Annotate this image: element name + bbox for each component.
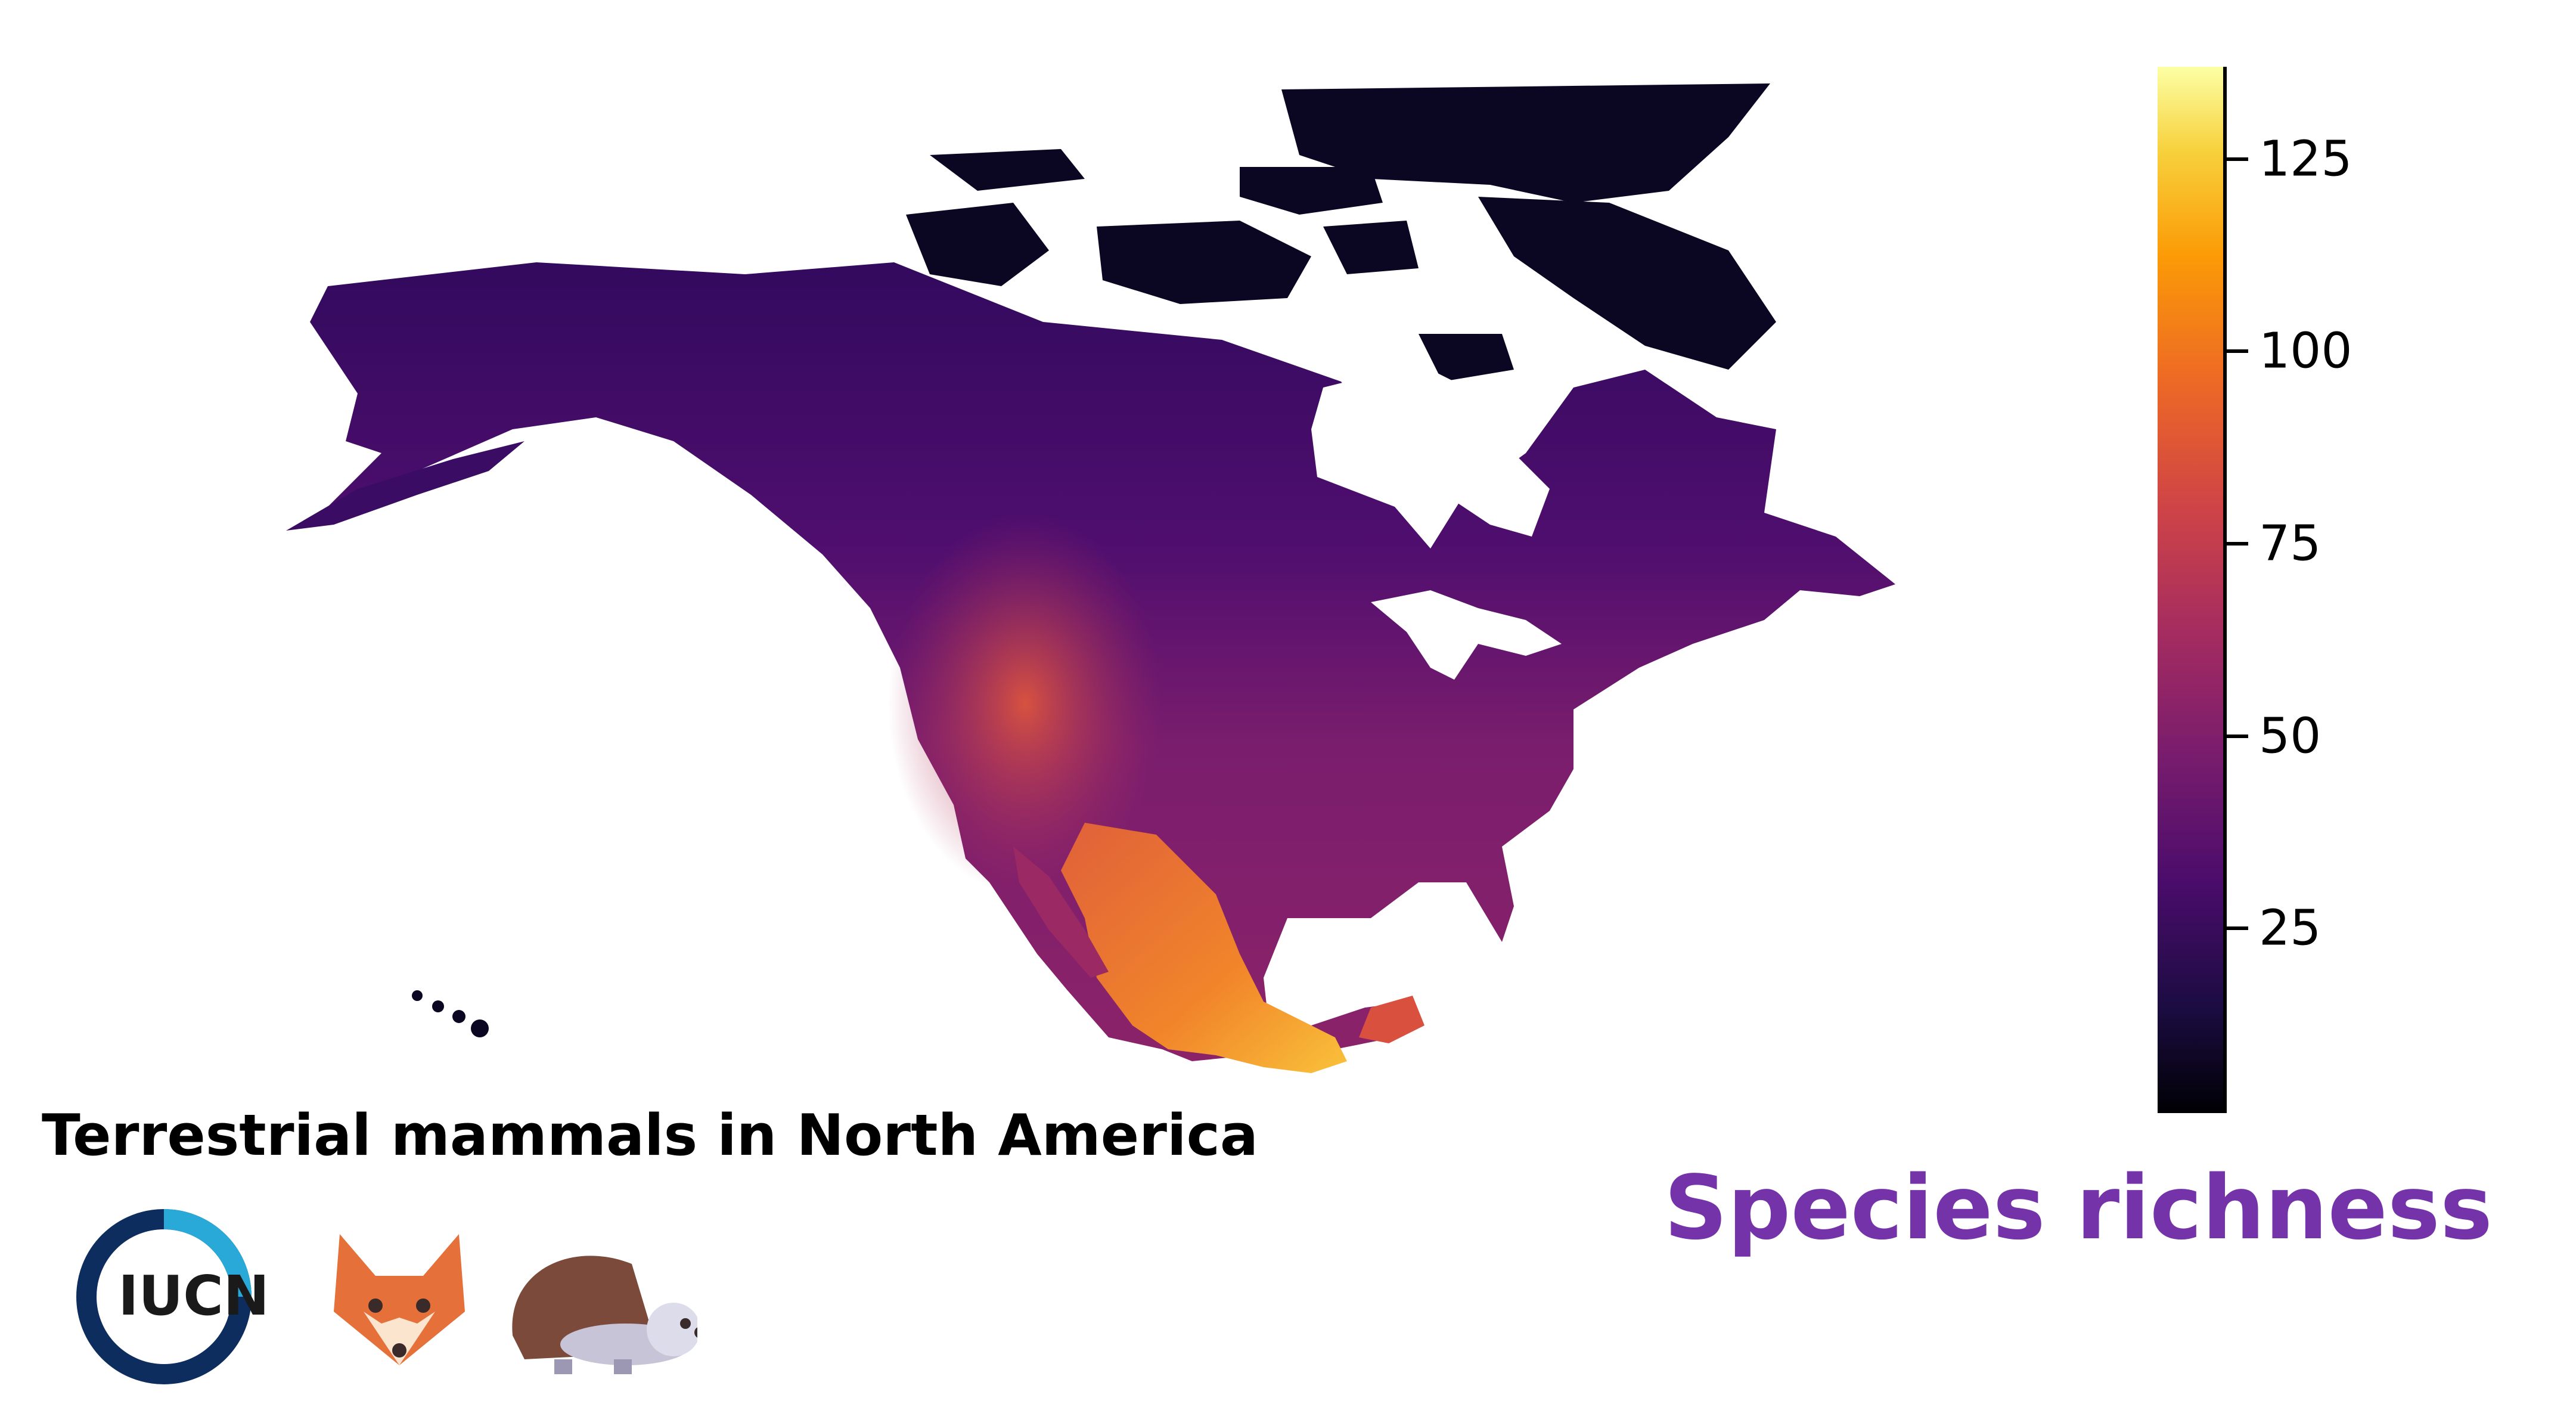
colorbar-tick-label: 50 [2259,708,2321,765]
west-hotspot [888,513,1162,894]
colorbar-tick-label: 75 [2259,515,2321,572]
great-lakes [1371,590,1562,680]
hudson-bay [1311,364,1550,537]
southampton-island [1419,334,1514,382]
colorbar-tick [2227,926,2248,931]
colorbar-tick [2227,157,2248,161]
banks-island [906,203,1049,286]
yucatan [1359,996,1424,1043]
alaska-peninsula [286,441,524,531]
colorbar [2158,67,2223,1113]
devon-island [1240,167,1383,215]
baffin-island [1478,197,1776,370]
colorbar-axis [2223,67,2227,1113]
colorbar-tick-label: 125 [2259,131,2352,188]
mexico-hotspot [1061,823,1347,1073]
parry-islands [930,149,1085,191]
logo-row: IUCN [72,1198,706,1395]
victoria-island [1097,221,1311,304]
colorbar-tick [2227,542,2248,546]
map-title: Terrestrial mammals in North America [42,1103,1259,1169]
colorbar-tick [2227,734,2248,738]
iucn-logo: IUCN [76,1209,269,1384]
colorbar-tick [2227,349,2248,354]
fox-icon [334,1234,465,1365]
iucn-text: IUCN [118,1264,269,1328]
hedgehog-icon [512,1256,706,1374]
hawaii-islands [412,990,489,1037]
colorbar-tick-label: 100 [2259,323,2352,380]
somerset-island [1323,221,1419,274]
ellesmere-island [1281,83,1770,203]
legend-title: Species richness [1663,1157,2493,1259]
arctic-islands [906,83,1776,382]
colorbar-tick-label: 25 [2259,900,2321,957]
baja-california [1013,847,1109,978]
